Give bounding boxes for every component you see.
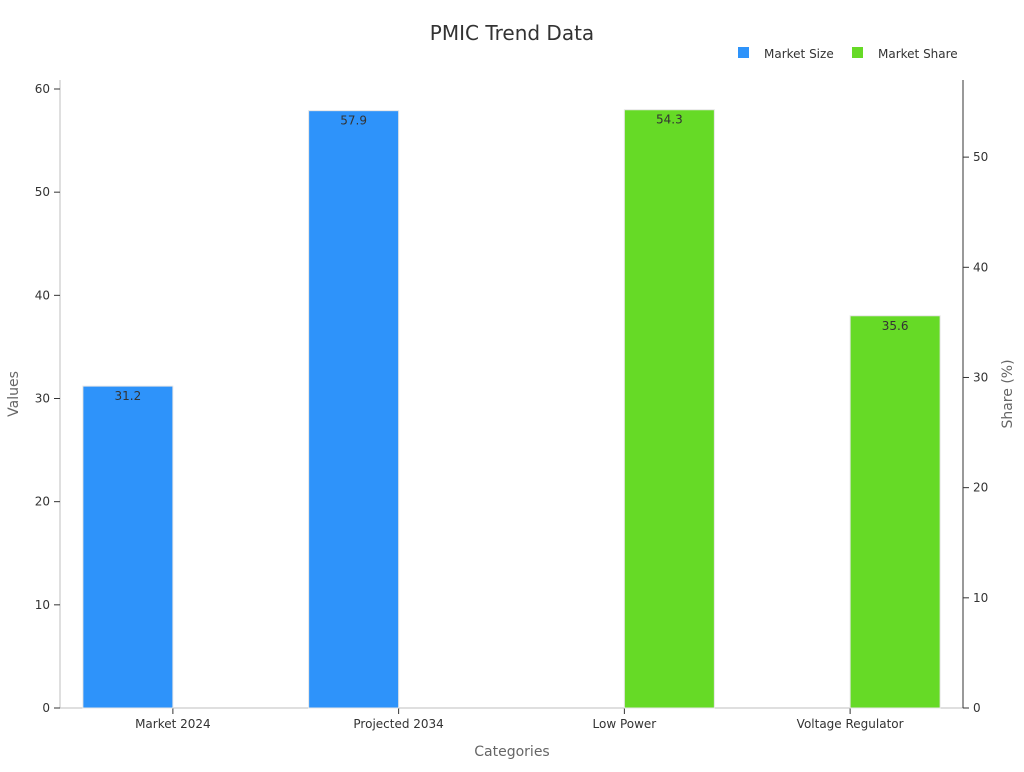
y-tick-label: 20 — [35, 495, 50, 509]
y2-tick-label: 30 — [973, 370, 988, 384]
bar — [849, 315, 941, 709]
y2-tick-label: 50 — [973, 150, 988, 164]
legend-label: Market Size — [764, 47, 834, 61]
bar-data-label: 35.6 — [882, 319, 909, 333]
bar — [82, 385, 174, 709]
y-tick-label: 30 — [35, 392, 50, 406]
legend-label: Market Share — [878, 47, 958, 61]
axes: 0 10 20 30 40 50 60 0 10 20 30 40 50 Market 2024 Proje… — [35, 80, 988, 731]
y-tick-label: 10 — [35, 598, 50, 612]
bar-data-label: 31.2 — [115, 389, 142, 403]
y2-tick-label: 10 — [973, 591, 988, 605]
legend-swatch — [852, 47, 863, 58]
y2-axis-label: Share (%) — [1000, 359, 1016, 428]
y2-tick-label: 0 — [973, 701, 981, 715]
chart-title: PMIC Trend Data — [430, 21, 594, 45]
x-tick-label: Market 2024 — [135, 717, 211, 731]
y-tick-label: 60 — [35, 82, 50, 96]
y-axis-label: Values — [6, 371, 22, 417]
legend-swatch — [738, 47, 749, 58]
y-tick-label: 50 — [35, 185, 50, 199]
y-tick-label: 0 — [42, 701, 50, 715]
bar — [623, 109, 715, 709]
x-axis-label: Categories — [474, 744, 549, 760]
y2-tick-label: 20 — [973, 481, 988, 495]
y2-tick-label: 40 — [973, 260, 988, 274]
bar — [308, 110, 400, 709]
legend: Market Size Market Share — [738, 47, 958, 61]
bar-data-label: 57.9 — [340, 114, 367, 128]
x-tick-label: Projected 2034 — [353, 717, 443, 731]
bar-data-label: 54.3 — [656, 113, 683, 127]
data-labels: 31.2 57.9 54.3 35.6 — [115, 113, 909, 403]
x-tick-label: Voltage Regulator — [797, 717, 904, 731]
x-tick-label: Low Power — [593, 717, 657, 731]
y-tick-label: 40 — [35, 288, 50, 302]
bars — [82, 109, 941, 709]
